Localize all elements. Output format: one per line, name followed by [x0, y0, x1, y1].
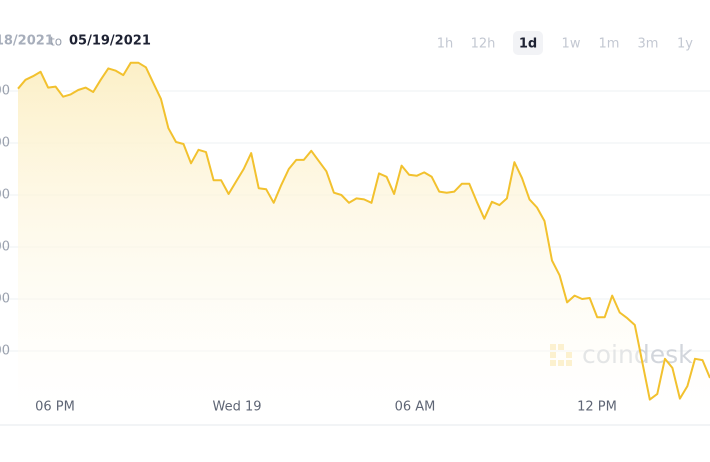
range-selected-bg	[513, 31, 543, 55]
range-button[interactable]: 3m	[638, 37, 659, 52]
x-tick-label: 06 AM	[395, 400, 436, 415]
x-tick-label: 06 PM	[35, 400, 75, 415]
date-from: 05/18/2021	[0, 34, 54, 49]
range-button[interactable]: 12h	[471, 37, 496, 52]
date-to: 05/19/2021	[69, 34, 151, 49]
y-tick-label: 36,000	[0, 240, 10, 255]
price-line	[17, 61, 710, 401]
range-button[interactable]: 1w	[562, 37, 581, 52]
y-tick-label: 40,000	[0, 136, 10, 151]
date-sep: to	[50, 35, 62, 49]
x-tick-label: 12 PM	[577, 400, 617, 415]
y-tick-label: 34,000	[0, 292, 10, 307]
y-tick-label: 32,000	[0, 344, 10, 359]
y-tick-label: 38,000	[0, 188, 10, 203]
range-button[interactable]: 1h	[437, 37, 454, 52]
x-tick-label: Wed 19	[212, 400, 261, 415]
area	[18, 62, 710, 416]
range-button[interactable]: 1d	[519, 37, 537, 52]
y-tick-label: 42,000	[0, 84, 10, 99]
range-button[interactable]: 1m	[599, 37, 620, 52]
range-button[interactable]: 1y	[677, 37, 693, 52]
